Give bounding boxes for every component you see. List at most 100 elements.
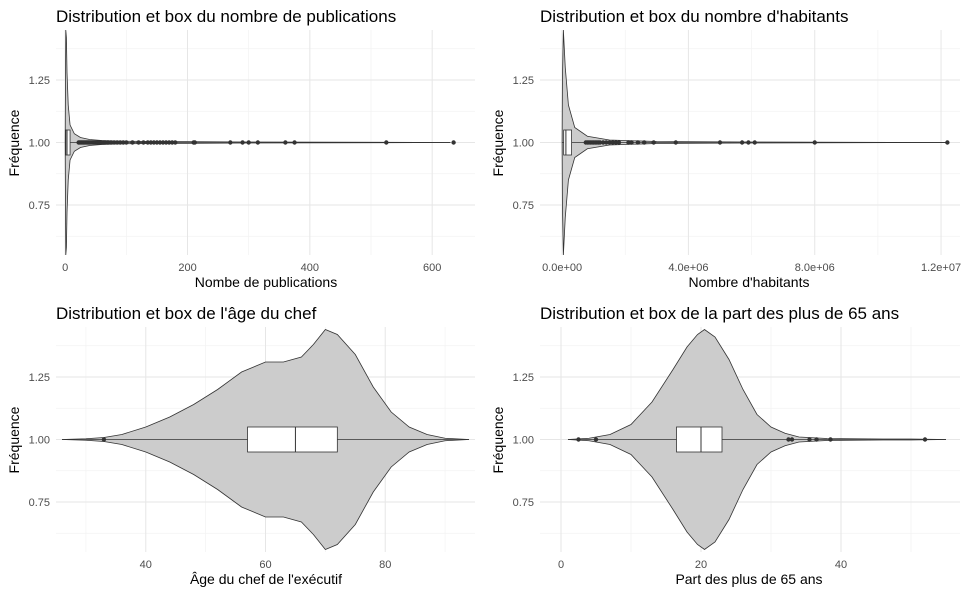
outlier-point [814,437,819,442]
y-axis-label: Fréquence [490,406,506,473]
outlier-point [101,437,107,442]
outlier-point [610,140,615,145]
outlier-point [246,140,251,145]
outlier-point [283,140,288,145]
outlier-point [240,140,245,145]
outlier-point [812,140,817,145]
outlier-point [157,140,163,145]
y-tick-label: 0.75 [513,497,534,509]
x-tick-label: 8.0e+06 [795,262,835,274]
outlier-point [160,140,166,145]
outlier-point [292,140,297,145]
outlier-point [673,140,678,145]
x-axis-label: Nombe de publications [195,274,337,290]
outlier-point [136,140,141,145]
outlier-point [607,140,612,145]
y-tick-label: 0.75 [29,200,50,212]
outlier-point [613,140,618,145]
outlier-point [451,140,456,145]
y-tick-label: 1.25 [29,75,50,87]
outlier-point [828,437,833,442]
x-tick-label: 40 [835,559,847,571]
x-tick-label: 0 [62,262,68,274]
outlier-point [145,140,150,145]
outlier-point [105,140,111,145]
box [65,129,71,156]
x-tick-label: 1.2e+07 [921,262,961,274]
outlier-point [593,437,599,442]
y-tick-label: 1.25 [513,75,534,87]
outlier-point [651,140,656,145]
outlier-point [163,140,169,145]
outlier-point [752,140,757,145]
outlier-point [118,140,123,145]
panel-title: Distribution et box du nombre d'habitant… [540,7,848,26]
x-axis-label: Part des plus de 65 ans [675,571,822,587]
plot-area: 0 200 400 600 0.75 1.00 1.25 [29,29,475,274]
outlier-point [642,140,647,145]
y-tick-label: 1.25 [513,372,534,384]
outlier-point [148,140,154,145]
x-tick-label: 80 [379,559,391,571]
outlier-point [124,140,129,145]
y-tick-label: 1.25 [29,372,50,384]
outlier-point [597,140,603,145]
outlier-point [717,140,723,145]
outlier-point [166,140,172,145]
panel-part-65: Distribution et box de la part des plus … [490,304,960,587]
x-tick-label: 200 [178,262,196,274]
outlier-point [604,140,609,145]
panel-age-chef: Distribution et box de l'âge du chef 40 6… [6,304,475,587]
x-tick-label: 0.0e+00 [542,262,582,274]
panel-habitants: Distribution et box du nombre d'habitant… [490,7,961,290]
outlier-point [228,140,233,145]
outlier-point [616,140,622,145]
outlier-point [789,437,795,442]
x-tick-label: 400 [301,262,319,274]
box [247,426,338,453]
panel-publications: Distribution et box du nombre de publica… [6,7,475,290]
outlier-point [121,140,126,145]
outlier-point [739,140,745,145]
outlier-point [746,140,751,145]
y-tick-label: 1.00 [29,138,50,150]
outlier-point [786,437,791,442]
outlier-point [945,140,950,145]
outlier-point [108,140,114,145]
outlier-point [626,140,631,145]
y-axis-label: Fréquence [6,109,22,176]
x-tick-label: 40 [140,559,152,571]
y-tick-label: 0.75 [513,200,534,212]
plot-area: 0.0e+00 4.0e+06 8.0e+06 1.2e+07 0.75 1.00 1.25 [513,29,961,274]
outlier-point [629,140,634,145]
outlier-point [151,140,157,145]
outlier-point [173,140,178,145]
y-tick-label: 0.75 [29,497,50,509]
panel-title: Distribution et box de la part des plus … [540,304,899,323]
y-tick-label: 1.00 [29,435,50,447]
outlier-point [111,140,117,145]
y-axis-label: Fréquence [490,109,506,176]
box [563,129,572,156]
outlier-point [384,140,389,145]
plot-area: 0 20 40 0.75 1.00 1.25 [513,327,960,571]
outlier-point [114,140,120,145]
outlier-point [141,140,146,145]
outlier-point [255,140,261,145]
x-axis-label: Âge du chef de l'exécutif [190,571,342,587]
y-tick-label: 1.00 [513,138,534,150]
outlier-point [130,140,135,145]
panel-title: Distribution et box de l'âge du chef [56,304,317,323]
outlier-point [600,140,606,145]
x-tick-label: 4.0e+06 [668,262,708,274]
x-tick-label: 0 [558,559,564,571]
outlier-point [170,140,175,145]
outlier-point [192,140,198,145]
x-tick-label: 20 [695,559,707,571]
y-axis-label: Fréquence [6,406,22,473]
x-tick-label: 600 [423,262,441,274]
x-tick-label: 60 [259,559,271,571]
plot-area: 40 60 80 0.75 1.00 1.25 [29,327,475,571]
panel-title: Distribution et box du nombre de publica… [56,7,396,26]
